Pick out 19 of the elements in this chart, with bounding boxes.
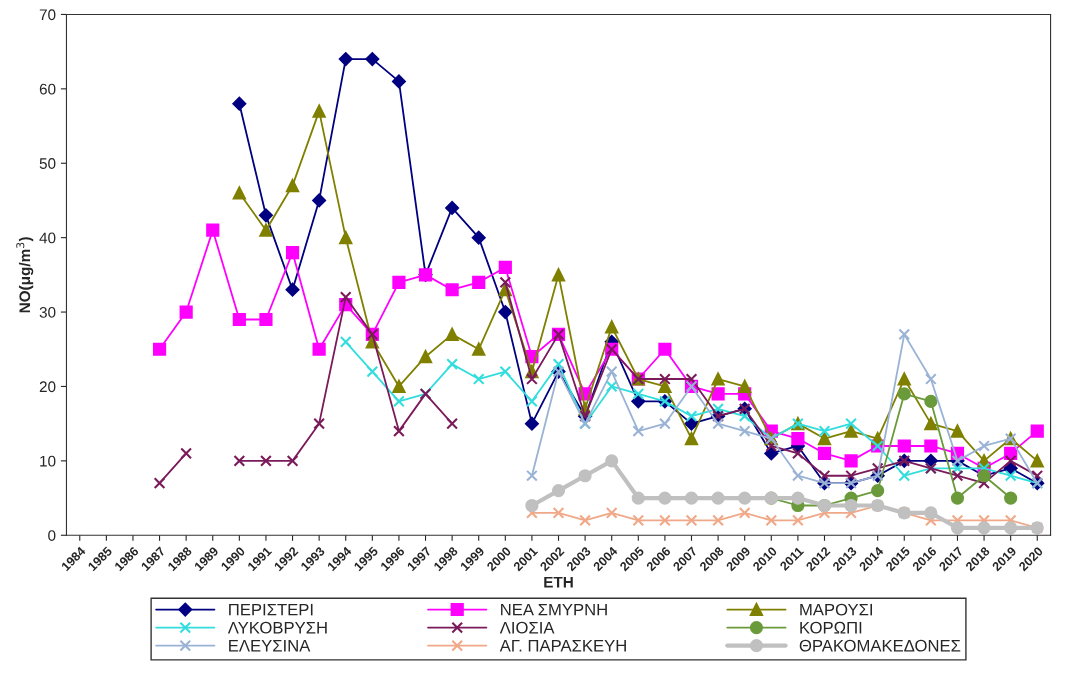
y-tick-label: 70 xyxy=(39,9,56,21)
x-axis-title: ΕΤΗ xyxy=(544,576,573,588)
y-tick-label: 60 xyxy=(39,83,56,95)
legend-label: ΜΑΡΟΥΣΙ xyxy=(800,603,873,616)
legend-label: ΕΛΕΥΣΙΝΑ xyxy=(229,639,311,652)
legend-label: ΑΓ. ΠΑΡΑΣΚΕΥΗ xyxy=(499,639,626,652)
legend-label: ΝΕΑ ΣΜΥΡΝΗ xyxy=(501,603,607,616)
legend-label: ΠΕΡΙΣΤΕΡΙ xyxy=(229,603,313,616)
y-tick-label: 50 xyxy=(39,158,56,169)
legend-label: ΘΡΑΚΟΜΑΚΕΔΟΝΕΣ xyxy=(799,639,961,652)
legend-label: ΛΥΚΟΒΡΥΣΗ xyxy=(227,621,327,634)
legend-label: ΛΙΟΣΙΑ xyxy=(499,621,555,634)
y-tick-label: 10 xyxy=(40,455,56,467)
y-tick-label: 40 xyxy=(39,232,56,244)
legend-label: ΚΟΡΩΠΙ xyxy=(800,621,862,634)
y-axis-title: NO(μg/m$^{3}$) xyxy=(16,237,34,313)
y-tick-label: 20 xyxy=(39,381,56,393)
y-tick-label: 0 xyxy=(48,530,56,541)
y-tick-label: 30 xyxy=(39,306,56,318)
